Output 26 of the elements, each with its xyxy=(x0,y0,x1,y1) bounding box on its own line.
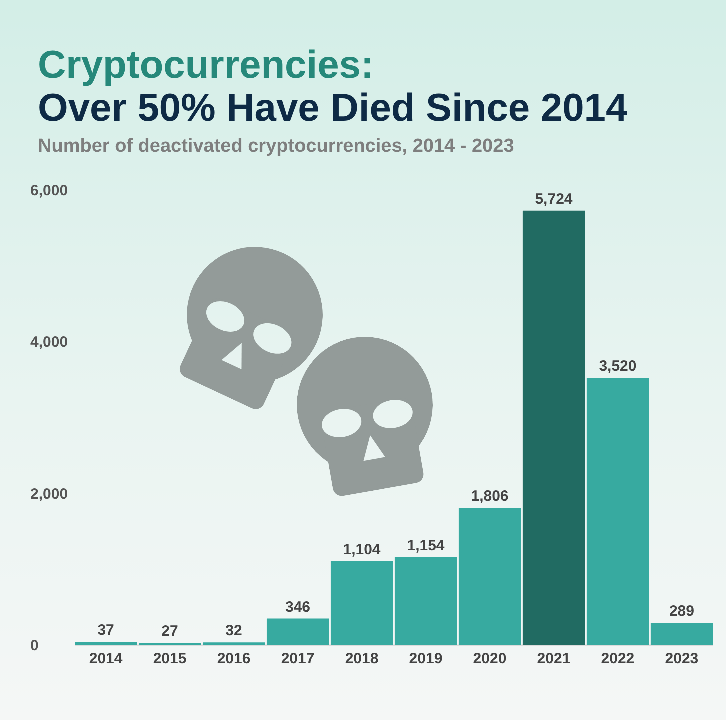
x-tick-label: 2021 xyxy=(537,650,571,668)
x-tick-label: 2015 xyxy=(153,650,187,668)
data-label: 289 xyxy=(669,603,694,620)
x-tick-label: 2017 xyxy=(281,650,315,668)
data-label: 27 xyxy=(162,622,178,640)
x-tick-label: 2023 xyxy=(665,650,699,668)
y-tick-label: 0 xyxy=(30,638,39,654)
data-label: 1,104 xyxy=(343,541,382,558)
data-label: 5,724 xyxy=(535,190,574,208)
data-label: 346 xyxy=(285,598,311,616)
y-tick-label: 2,000 xyxy=(30,486,68,503)
x-tick-label: 2014 xyxy=(89,650,124,668)
x-tick-label: 2020 xyxy=(473,650,507,668)
data-label: 32 xyxy=(226,622,242,640)
chart-subtitle: Number of deactivated cryptocurrencies, 2014 - 2023 xyxy=(38,136,516,158)
data-label: 37 xyxy=(98,622,114,640)
x-tick-label: 2022 xyxy=(601,650,635,668)
data-label: 1,806 xyxy=(471,488,509,506)
x-tick-label: 2019 xyxy=(409,650,443,668)
data-label: 3,520 xyxy=(599,358,637,376)
y-tick-label: 6,000 xyxy=(30,182,68,200)
data-label: 1,154 xyxy=(407,537,446,554)
x-tick-label: 2018 xyxy=(345,650,379,668)
chart-title: Cryptocurrencies: Over 50% Have Died Since 2014 xyxy=(38,44,628,130)
x-tick-label: 2016 xyxy=(217,650,251,668)
y-tick-label: 4,000 xyxy=(30,334,68,352)
